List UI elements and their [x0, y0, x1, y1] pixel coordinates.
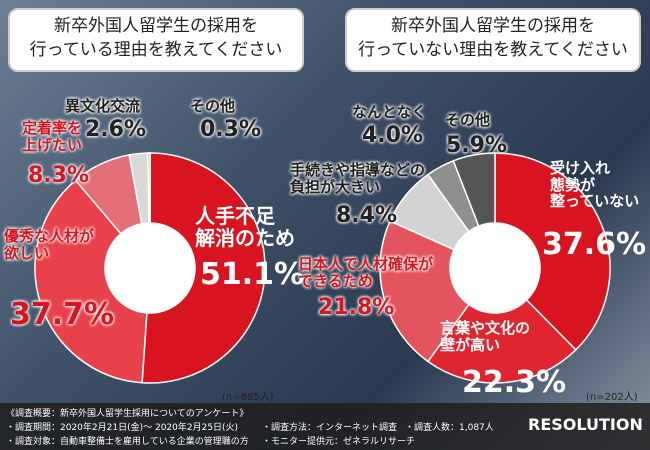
category-label: 定着率を 上げたい — [22, 119, 83, 154]
value-label: 37.7% — [10, 297, 115, 332]
footer-item: ・調査人数：1,087人 — [405, 423, 494, 433]
category-label: 手続きや指導などの 負担が大きい — [290, 161, 426, 196]
category-label: その他 — [445, 111, 491, 129]
category-label: 異文化交流 — [65, 97, 141, 115]
category-label: 受け入れ 態勢が 整っていない — [550, 159, 640, 210]
category-label: 言葉や文化の 壁が高い — [440, 319, 531, 354]
category-label: なんとなく — [352, 103, 427, 121]
value-label: 22.3% — [462, 365, 567, 400]
value-label: 2.6% — [85, 117, 147, 142]
sample-size: (n=885人) — [222, 392, 274, 403]
sample-size: (n=202人) — [586, 392, 638, 403]
footer: 《調査概要：新卒外国人留学生採用についてのアンケート》 ・調査期間：2020年2… — [0, 403, 650, 450]
value-label: 5.9% — [446, 133, 508, 158]
value-label: 8.4% — [336, 203, 398, 228]
footer-item: ・調査対象：自動車整備士を雇用している企業の管理職の方 — [6, 437, 249, 447]
chart-title: 新卒外国人留学生の採用を 行っている理由を教えてください — [8, 8, 304, 72]
value-label: 0.3% — [200, 117, 262, 142]
category-label: 優秀な人材が 欲しい — [4, 227, 95, 262]
category-label: 人手不足 解消のため — [195, 204, 295, 250]
value-label: 4.0% — [362, 123, 424, 148]
donut-hole — [450, 223, 540, 313]
footer-item: ・モニター提供元：ゼネラルリサーチ — [262, 437, 416, 447]
category-label: その他 — [190, 97, 236, 115]
value-label: 37.6% — [542, 227, 647, 262]
value-label: 21.8% — [318, 295, 395, 320]
value-label: 8.3% — [28, 163, 90, 188]
logo: RESOLUTION — [528, 415, 643, 434]
category-label: 日本人で人材確保が できるため — [298, 255, 434, 290]
footer-heading: 《調査概要：新卒外国人留学生採用についてのアンケート》 — [6, 409, 249, 419]
value-label: 51.1% — [200, 257, 305, 292]
footer-item: ・調査方法：インターネット調査 — [262, 423, 398, 433]
chart-title: 新卒外国人留学生の採用を 行っていない理由を教えてください — [345, 8, 641, 72]
footer-item: ・調査期間：2020年2月21日(金)〜 2020年2月25日(火) — [6, 423, 239, 433]
donut-hole — [105, 223, 195, 313]
